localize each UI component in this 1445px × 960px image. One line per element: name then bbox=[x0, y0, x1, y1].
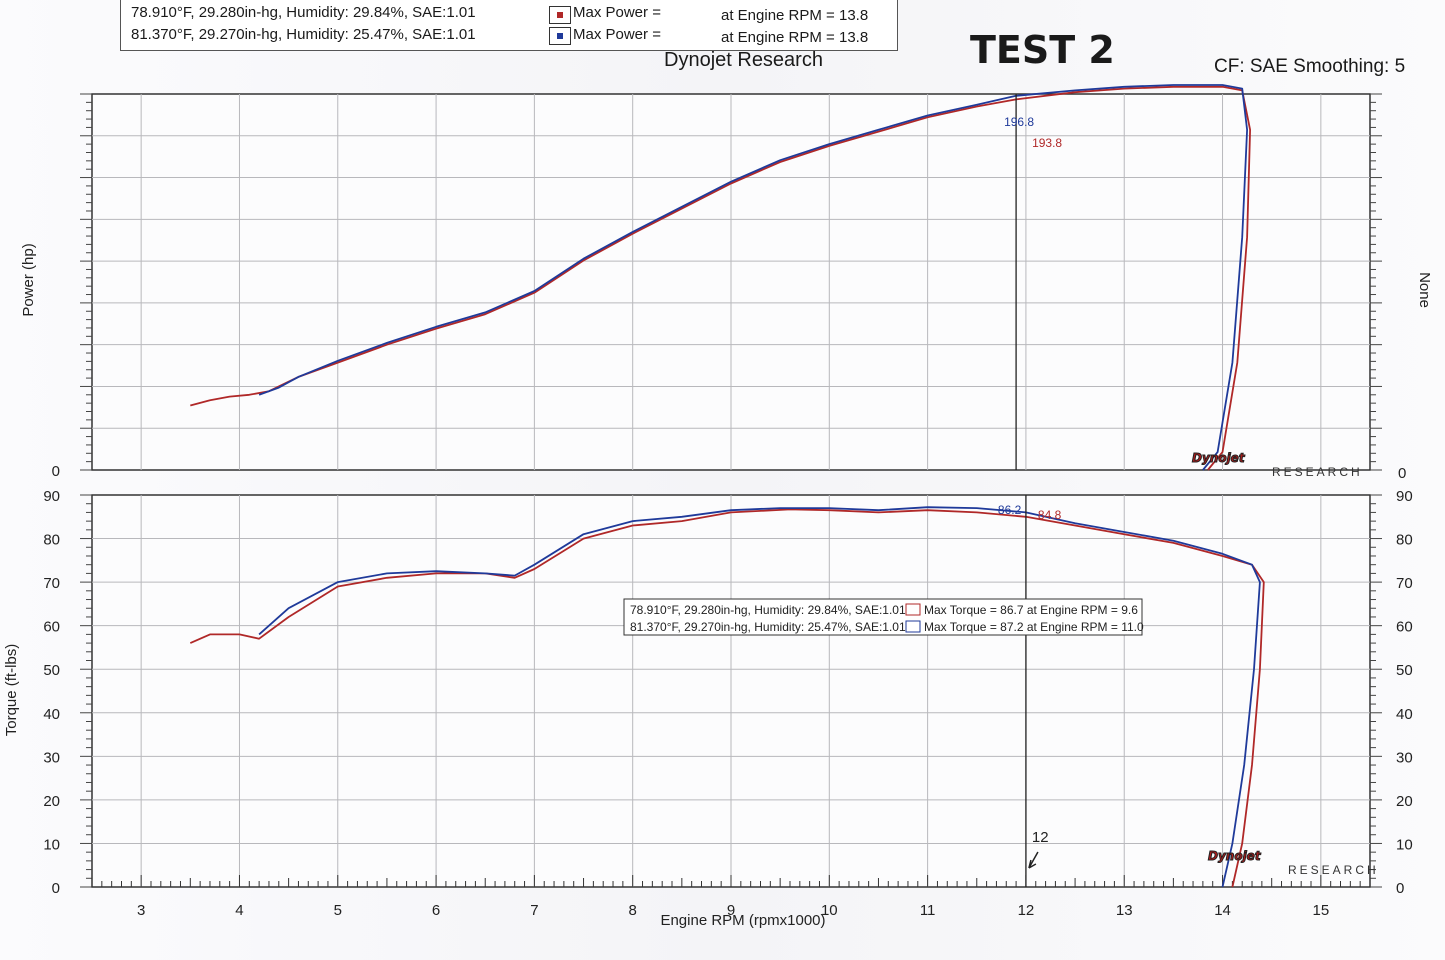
power-cursor-value-run1: 193.8 bbox=[1032, 136, 1062, 150]
power-y2-tick-label: 0 bbox=[1398, 465, 1406, 482]
torque-edge-ticks bbox=[80, 494, 1382, 888]
y2-tick-label: 90 bbox=[1396, 488, 1413, 505]
torque-legend-run1-conditions: 78.910°F, 29.280in-hg, Humidity: 29.84%,… bbox=[630, 603, 906, 617]
y2-tick-label: 0 bbox=[1396, 880, 1404, 897]
dynojet-logo-bottom: Dynojet bbox=[1208, 849, 1262, 863]
x-tick-label: 14 bbox=[1214, 902, 1231, 919]
dynojet-logo-top-sub: RESEARCH bbox=[1272, 465, 1363, 479]
torque-cursor-rpm-label: 12 bbox=[1032, 829, 1049, 846]
torque-legend-run2-max: Max Torque = 87.2 at Engine RPM = 11.0 bbox=[924, 620, 1144, 634]
torque-series-line-2 bbox=[258, 506, 1261, 888]
y2-tick-label: 30 bbox=[1396, 749, 1413, 766]
x-tick-label: 6 bbox=[432, 902, 440, 919]
legend-run2: 81.370°F, 29.270in-hg, Humidity: 25.47%,… bbox=[131, 26, 868, 46]
y-tick-label: 30 bbox=[43, 749, 60, 766]
x-tick-label: 8 bbox=[629, 902, 637, 919]
y2-tick-label: 70 bbox=[1396, 575, 1413, 592]
x-tick-label: 11 bbox=[920, 902, 936, 919]
x-tick-label: 15 bbox=[1313, 902, 1330, 919]
y-tick-label: 70 bbox=[43, 575, 60, 592]
legend-run2-max-power: Max Power = bbox=[573, 26, 661, 43]
power-edge-ticks bbox=[80, 93, 1382, 471]
test-label: TEST 2 bbox=[970, 28, 1115, 72]
x-tick-label: 13 bbox=[1116, 902, 1133, 919]
legend-run1-rpm: at Engine RPM = 13.8 bbox=[721, 7, 869, 24]
power-cursor-value-run2: 196.8 bbox=[1004, 115, 1034, 129]
y2-tick-label: 10 bbox=[1396, 836, 1413, 853]
y-tick-label: 40 bbox=[43, 706, 60, 723]
y-tick-label: 0 bbox=[52, 880, 60, 897]
dynojet-logo-bottom-sub: RESEARCH bbox=[1288, 863, 1379, 877]
power-y-tick-label: 0 bbox=[52, 463, 60, 480]
y-tick-label: 50 bbox=[43, 662, 60, 679]
torque-y-axis-label: Torque (ft-lbs) bbox=[3, 644, 20, 737]
x-tick-label: 4 bbox=[235, 902, 243, 919]
x-tick-label: 7 bbox=[530, 902, 538, 919]
torque-cursor-value-run2: 86.2 bbox=[998, 503, 1022, 517]
y-tick-label: 90 bbox=[43, 488, 60, 505]
legend-run2-conditions: 81.370°F, 29.270in-hg, Humidity: 25.47%,… bbox=[131, 26, 476, 43]
power-y-axis-label: Power (hp) bbox=[20, 243, 37, 316]
power-series-line-2 bbox=[258, 84, 1248, 471]
y2-tick-label: 80 bbox=[1396, 532, 1413, 549]
x-tick-label: 9 bbox=[727, 902, 735, 919]
legend-run1-max-power: Max Power = bbox=[573, 4, 661, 21]
legend-run1-swatch-icon bbox=[549, 6, 571, 24]
torque-legend-run2-swatch-icon bbox=[905, 620, 921, 633]
y2-tick-label: 20 bbox=[1396, 793, 1413, 810]
torque-legend-box bbox=[623, 598, 1143, 636]
x-axis-label: Engine RPM (rpmx1000) bbox=[660, 912, 825, 929]
legend-run2-swatch-icon bbox=[549, 27, 571, 45]
power-grid bbox=[92, 94, 1370, 470]
y-tick-label: 10 bbox=[43, 836, 60, 853]
legend-run1: 78.910°F, 29.280in-hg, Humidity: 29.84%,… bbox=[131, 4, 868, 24]
torque-legend bbox=[623, 598, 1143, 636]
x-tick-label: 3 bbox=[137, 902, 145, 919]
y2-tick-label: 50 bbox=[1396, 662, 1413, 679]
run-legend-box: 78.910°F, 29.280in-hg, Humidity: 29.84%,… bbox=[120, 0, 898, 51]
rpm-ruler bbox=[91, 875, 1371, 887]
y2-tick-label: 60 bbox=[1396, 619, 1413, 636]
legend-run1-conditions: 78.910°F, 29.280in-hg, Humidity: 29.84%,… bbox=[131, 4, 476, 21]
x-tick-label: 10 bbox=[821, 902, 838, 919]
torque-grid bbox=[92, 495, 1370, 887]
legend-run2-rpm: at Engine RPM = 13.8 bbox=[721, 29, 869, 46]
cf-smoothing-label: CF: SAE Smoothing: 5 bbox=[1214, 56, 1406, 77]
x-tick-label: 12 bbox=[1018, 902, 1035, 919]
torque-legend-run1-max: Max Torque = 86.7 at Engine RPM = 9.6 bbox=[924, 603, 1138, 617]
torque-cursor-value-run1: 84.8 bbox=[1038, 508, 1062, 522]
power-y2-axis-label: None bbox=[1416, 272, 1433, 308]
cursor-arrow-icon bbox=[1028, 851, 1039, 869]
torque-legend-run2-conditions: 81.370°F, 29.270in-hg, Humidity: 25.47%,… bbox=[630, 620, 906, 634]
dynojet-logo-top: Dynojet bbox=[1192, 451, 1246, 465]
y-tick-label: 80 bbox=[43, 532, 60, 549]
y2-tick-label: 40 bbox=[1396, 706, 1413, 723]
chart-title: Dynojet Research bbox=[664, 49, 823, 71]
x-tick-label: 5 bbox=[334, 902, 342, 919]
y-tick-label: 20 bbox=[43, 793, 60, 810]
y-tick-label: 60 bbox=[43, 619, 60, 636]
torque-legend-run1-swatch-icon bbox=[905, 603, 921, 616]
